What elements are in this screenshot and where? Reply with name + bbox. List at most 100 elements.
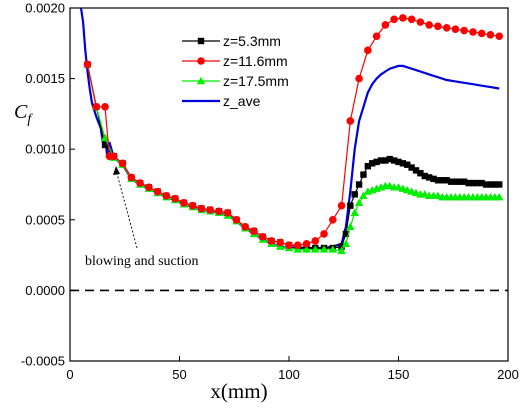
y-tick-label: 0.0005 — [25, 212, 65, 227]
data-point — [162, 191, 171, 200]
data-point — [452, 178, 459, 185]
data-point — [338, 243, 345, 250]
annotation-arrow-line — [115, 169, 138, 249]
data-point — [276, 238, 285, 247]
data-point — [399, 14, 407, 22]
data-point — [364, 46, 372, 55]
data-point — [311, 245, 320, 253]
data-point — [337, 201, 346, 210]
data-point — [171, 194, 179, 203]
data-point — [408, 164, 415, 171]
data-point — [425, 174, 433, 181]
data-point — [320, 230, 328, 238]
data-point — [206, 206, 214, 214]
y-tick-label: 0.0010 — [25, 142, 65, 157]
data-point — [347, 202, 354, 209]
data-point — [439, 177, 446, 184]
series-layer — [79, 8, 504, 255]
data-point — [241, 223, 249, 231]
data-point — [328, 245, 337, 253]
y-tick-label: 0.0000 — [25, 283, 65, 298]
data-point — [100, 133, 110, 142]
data-point — [477, 29, 486, 38]
data-point — [360, 171, 367, 178]
data-point — [346, 222, 355, 231]
y-tick-label: -0.0005 — [21, 354, 65, 369]
data-point — [487, 181, 494, 188]
data-point — [83, 60, 92, 69]
legend-item: z=11.6mm — [182, 53, 288, 69]
data-point — [355, 74, 363, 83]
data-point — [434, 22, 442, 31]
x-tick-label: 50 — [172, 367, 186, 382]
legend-swatch-marker — [197, 37, 205, 45]
y-tick-label: 0.0020 — [25, 1, 65, 16]
data-point — [319, 245, 329, 253]
data-point — [188, 201, 197, 210]
legend-item: z=5.3mm — [182, 33, 281, 49]
data-point — [404, 161, 411, 168]
axis-layer: 0 50 100 150 200 -0.0005 0.0000 0.0005 0.0010 0.0… — [21, 1, 519, 383]
data-point — [293, 241, 302, 250]
annotation-text: blowing and suction — [85, 254, 199, 269]
data-point — [258, 232, 267, 241]
data-point — [460, 26, 469, 35]
data-point — [342, 230, 350, 238]
data-point — [381, 21, 390, 29]
data-point — [407, 15, 416, 24]
data-point — [495, 193, 504, 201]
data-point — [92, 103, 101, 111]
data-point — [341, 239, 351, 248]
data-point — [101, 141, 109, 149]
data-point — [136, 179, 144, 187]
data-point — [486, 31, 495, 39]
data-point — [118, 159, 127, 168]
data-point — [337, 246, 346, 255]
data-point — [395, 158, 402, 166]
data-point — [478, 179, 485, 187]
data-point — [232, 216, 241, 224]
data-point — [465, 179, 472, 187]
data-point — [110, 152, 118, 161]
series-z_ave — [79, 8, 500, 250]
x-tick-label: 100 — [278, 367, 300, 382]
data-point — [443, 177, 450, 184]
legend-item: z=17.5mm — [182, 73, 289, 89]
data-point — [461, 178, 468, 185]
data-point — [474, 179, 481, 187]
data-point — [351, 191, 358, 198]
data-point — [382, 157, 389, 164]
data-point — [369, 160, 376, 167]
legend-label: z_ave — [223, 93, 261, 109]
series-z=11.6mm — [83, 14, 504, 250]
series-line-z_ave — [79, 8, 500, 250]
data-point — [456, 178, 464, 185]
data-point — [491, 181, 499, 188]
x-tick-label: 0 — [66, 367, 73, 382]
data-point — [355, 181, 363, 188]
data-point — [153, 187, 162, 196]
data-point — [359, 191, 368, 199]
data-point — [430, 175, 437, 183]
data-point — [302, 245, 311, 253]
data-point — [377, 157, 385, 164]
data-point — [311, 237, 320, 245]
data-point — [329, 216, 337, 224]
data-point — [416, 18, 425, 26]
annotation-arrowhead — [113, 166, 120, 175]
data-point — [223, 208, 232, 217]
data-point — [373, 158, 380, 166]
data-point — [390, 15, 398, 24]
data-point — [372, 32, 381, 41]
data-point — [180, 199, 188, 207]
data-point — [451, 25, 460, 33]
data-point — [302, 240, 311, 248]
data-point — [482, 181, 490, 188]
data-point — [127, 173, 136, 182]
data-point — [447, 178, 455, 185]
data-point — [346, 117, 355, 125]
data-point — [101, 103, 109, 111]
annotation: blowing and suction — [85, 166, 199, 269]
data-point — [495, 32, 504, 41]
data-point — [250, 227, 258, 235]
